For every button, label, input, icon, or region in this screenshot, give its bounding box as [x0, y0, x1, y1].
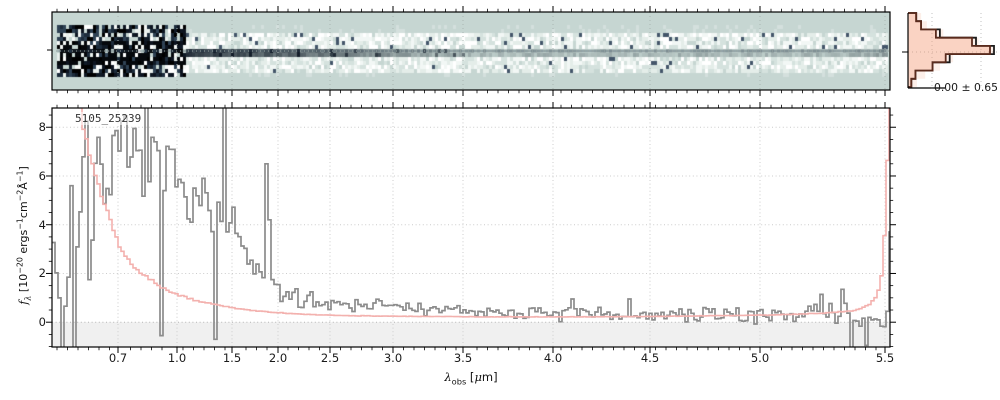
uncertainty-line: [78, 108, 890, 318]
2d-panel-border: [51, 11, 891, 91]
x-tick-label: 4.0: [543, 351, 563, 365]
y-tick-label: 4: [38, 217, 46, 232]
y-tick-label: 8: [38, 120, 46, 135]
x-tick-label: 2.5: [320, 351, 340, 365]
main-axes-border: [51, 107, 891, 348]
y-tick-label: 2: [38, 266, 46, 281]
hist-fill: [908, 13, 990, 87]
x-tick-label: 5.5: [875, 351, 895, 365]
flux-spectrum-line: [52, 108, 890, 347]
x-tick-label: 3.0: [383, 351, 403, 365]
x-tick-label: 2.0: [268, 351, 288, 365]
x-tick-label: 3.5: [453, 351, 473, 365]
x-tick-label: 1.5: [222, 351, 242, 365]
2d-spectrum-image: [52, 12, 890, 90]
x-axis-label: λobs [μm]: [444, 370, 498, 387]
object-id-label: 5105_25239: [73, 112, 144, 125]
below-zero-band: [52, 322, 890, 347]
residual-stats-label: -0.00 ± 0.65: [930, 81, 998, 94]
y-tick-label: 0: [38, 315, 46, 330]
x-tick-label: 0.7: [108, 351, 128, 365]
x-tick-label: 1.0: [167, 351, 187, 365]
x-tick-label: 4.5: [640, 351, 660, 365]
x-tick-label: 5.0: [750, 351, 770, 365]
hist-outline: [908, 12, 991, 88]
y-axis-label: fλ [10−20 ergs−1cm−2Å−1]: [15, 166, 33, 305]
y-tick-label: 6: [38, 168, 46, 183]
hist-fill-secondary: [908, 13, 995, 87]
